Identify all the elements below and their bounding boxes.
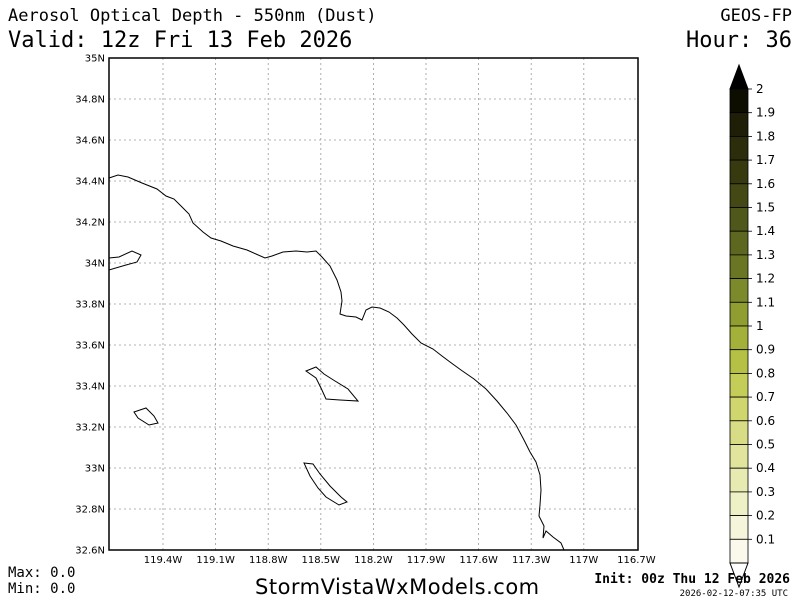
scale-label: 1.1: [756, 295, 775, 309]
generated-timestamp: 2026-02-12-07:35 UTC: [679, 589, 788, 599]
init-time: Init: 00z Thu 12 Feb 2026: [594, 572, 790, 587]
scale-swatch: [729, 467, 749, 493]
scale-label: 1.6: [756, 177, 775, 191]
lat-label: 33.4N: [75, 382, 105, 393]
lon-label: 118.2W: [354, 555, 393, 566]
scale-label: 0.8: [756, 366, 775, 380]
lat-label: 34.4N: [75, 177, 105, 188]
lon-label: 118.5W: [302, 555, 341, 566]
scale-label: 0.2: [756, 509, 775, 523]
scale-swatch: [729, 372, 749, 398]
scale-swatch: [729, 135, 749, 161]
scale-label: 0.9: [756, 343, 775, 357]
scale-bottom-arrow: [729, 562, 749, 589]
scale-label: 1.5: [756, 201, 775, 215]
max-value: Max: 0.0: [8, 565, 76, 581]
map-frame: [108, 57, 639, 551]
scale-label: 1.3: [756, 248, 775, 262]
min-value: Min: 0.0: [8, 581, 76, 597]
santa-barbara-island: [133, 407, 159, 426]
scale-label: 1.4: [756, 224, 775, 238]
lat-label: 32.6N: [75, 546, 105, 557]
scale-swatch: [729, 254, 749, 279]
scale-swatch: [729, 207, 749, 232]
scale-swatch: [729, 230, 749, 256]
scale-label: 1.2: [756, 272, 775, 286]
color-scale: 2 1.9 1.8 1.7 1.6 1.5 1.4 1.3 1.2 1.1 1 0.9 0.8 0.7 0.…: [729, 63, 775, 589]
scale-swatch: [729, 349, 749, 374]
lat-label: 33.8N: [75, 300, 105, 311]
lon-label: 117.3W: [512, 555, 551, 566]
lat-label: 34.8N: [75, 95, 105, 106]
santa-cruz-island: [108, 250, 142, 271]
lat-label: 34.2N: [75, 218, 105, 229]
scale-swatch: [729, 515, 749, 540]
scale-swatch: [729, 301, 749, 327]
mainland-coastline: [108, 174, 565, 551]
scale-swatch: [729, 325, 749, 351]
map-title: Aerosol Optical Depth - 550nm (Dust): [8, 6, 377, 26]
lon-label: 117.6W: [459, 555, 498, 566]
coastline: [108, 174, 565, 551]
scale-swatch: [729, 183, 749, 208]
lon-label: 117.9W: [407, 555, 446, 566]
scale-label: 0.6: [756, 414, 775, 428]
san-clemente-island: [303, 462, 348, 506]
lat-label: 32.8N: [75, 505, 105, 516]
scale-label: 1: [756, 319, 764, 333]
santa-catalina-island: [304, 366, 360, 402]
lat-label: 33.6N: [75, 341, 105, 352]
lat-label: 35N: [85, 54, 105, 65]
model-name: GEOS-FP: [720, 6, 792, 26]
scale-swatch: [729, 420, 749, 445]
scale-top-arrow: [729, 63, 749, 90]
valid-time: Valid: 12z Fri 13 Feb 2026: [8, 28, 353, 53]
scale-swatch: [729, 491, 749, 516]
scale-label: 1.7: [756, 153, 775, 167]
lon-label: 118.8W: [249, 555, 288, 566]
lon-label: 119.4W: [144, 555, 183, 566]
lon-label: 119.1W: [196, 555, 235, 566]
scale-label: 0.3: [756, 485, 775, 499]
lat-label: 34.6N: [75, 136, 105, 147]
latitude-labels: 35N 34.8N 34.6N 34.4N 34.2N 34N 33.8N 33.6N 33.4…: [75, 54, 105, 557]
lat-label: 33.2N: [75, 423, 105, 434]
lon-label: 117W: [569, 555, 598, 566]
forecast-hour: Hour: 36: [686, 28, 792, 53]
scale-swatch: [729, 88, 749, 114]
map-grid: [109, 58, 638, 550]
lat-label: 33N: [85, 464, 105, 475]
scale-label: 0.5: [756, 438, 775, 452]
scale-swatch: [729, 278, 749, 303]
longitude-labels: 119.4W 119.1W 118.8W 118.5W 118.2W 117.9W 117.…: [144, 555, 656, 566]
scale-label: 2: [756, 82, 764, 96]
lat-label: 34N: [85, 259, 105, 270]
scale-label: 1.9: [756, 106, 775, 120]
scale-label: 1.8: [756, 129, 775, 143]
lon-label: 116.7W: [617, 555, 656, 566]
website-watermark: StormVistaWxModels.com: [255, 575, 540, 599]
scale-label: 0.4: [756, 461, 775, 475]
scale-swatch: [729, 159, 749, 185]
scale-swatch: [729, 112, 749, 137]
scale-swatch: [729, 444, 749, 469]
scale-swatch: [729, 396, 749, 422]
scale-label: 0.7: [756, 390, 775, 404]
scale-swatch: [729, 538, 749, 564]
scale-label: 0.1: [756, 532, 775, 546]
